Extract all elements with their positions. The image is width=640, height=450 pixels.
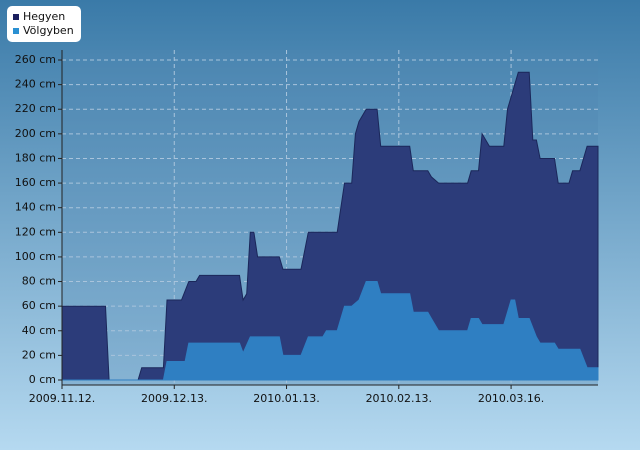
legend-box [7, 6, 81, 42]
axes: 0 cm 20 cm 40 cm 60 cm 80 cm 100 cm 120 cm 140 … [15, 50, 598, 405]
legend-label: Völgyben [23, 24, 74, 37]
y-tick-label: 160 cm [15, 176, 56, 189]
y-tick-label: 240 cm [15, 78, 56, 91]
y-tick-label: 180 cm [15, 151, 56, 164]
y-tick-label: 0 cm [29, 373, 56, 386]
x-tick-label: 2010.02.13. [366, 392, 432, 405]
y-tick-label: 120 cm [15, 225, 56, 238]
y-tick-label: 40 cm [22, 324, 56, 337]
area [62, 281, 599, 381]
x-tick-label: 2009.12.13. [141, 392, 207, 405]
y-tick-label: 200 cm [15, 127, 56, 140]
legend-label: Hegyen [23, 10, 65, 23]
area [61, 71, 599, 381]
y-tick-label: 20 cm [22, 348, 56, 361]
y-tick-label: 60 cm [22, 299, 56, 312]
x-tick-label: 2010.01.13. [253, 392, 319, 405]
y-tick-label: 220 cm [15, 102, 56, 115]
y-tick-label: 140 cm [15, 201, 56, 214]
areas [61, 71, 599, 381]
y-tick-label: 80 cm [22, 275, 56, 288]
y-tick-label: 260 cm [15, 53, 56, 66]
y-tick-label: 100 cm [15, 250, 56, 263]
x-tick-label: 2010.03.16. [478, 392, 544, 405]
legend-swatch [13, 28, 19, 34]
legend-swatch [13, 14, 19, 20]
x-tick-label: 2009.11.12. [29, 392, 95, 405]
